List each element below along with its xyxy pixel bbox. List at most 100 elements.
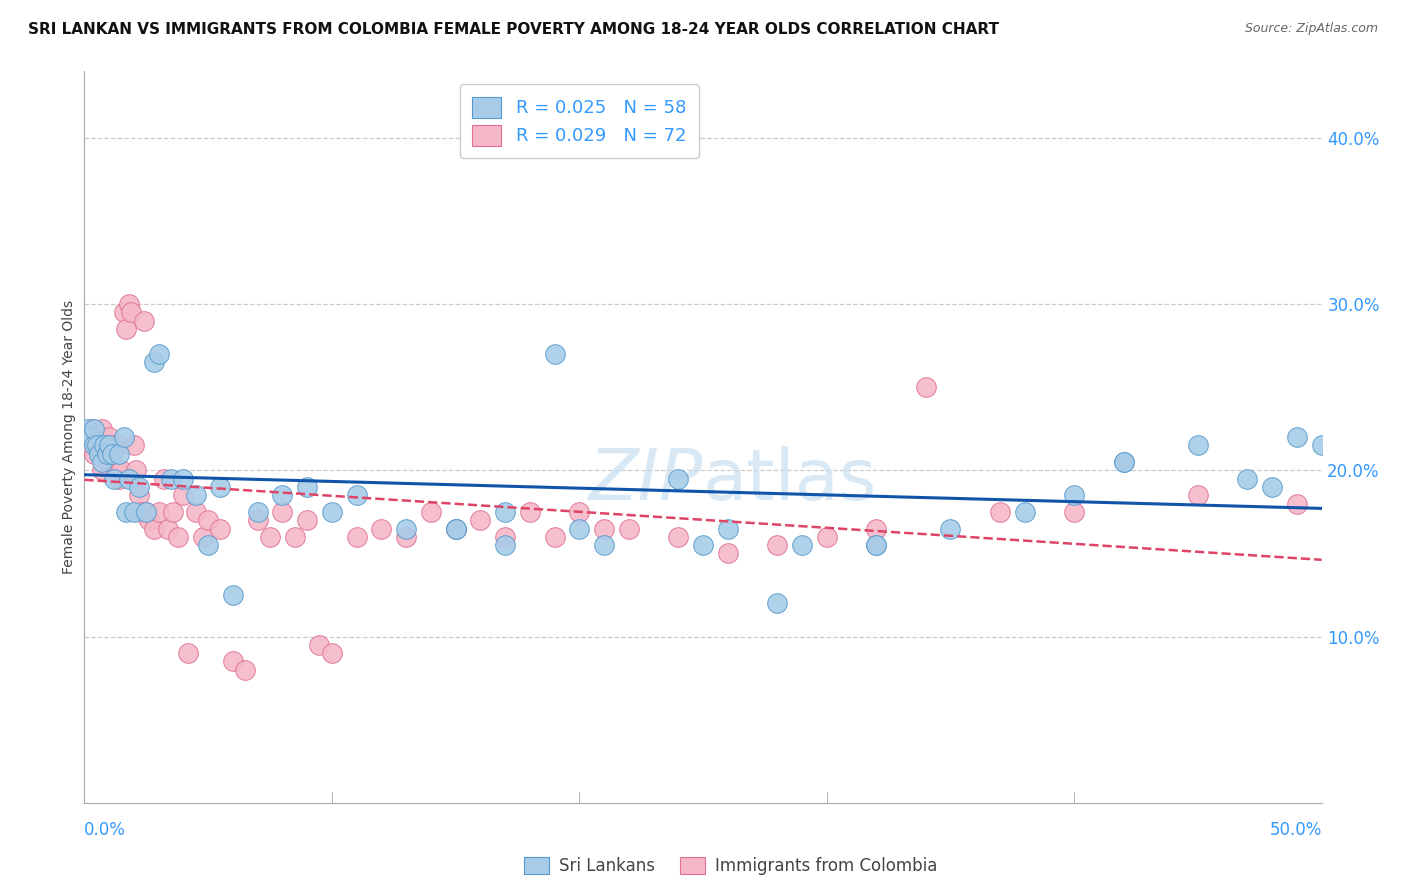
Point bbox=[222, 655, 245, 669]
Point bbox=[98, 438, 121, 452]
Point bbox=[209, 480, 232, 494]
Point bbox=[1014, 505, 1036, 519]
Point bbox=[167, 530, 190, 544]
Point bbox=[129, 505, 152, 519]
Point bbox=[184, 488, 207, 502]
Point bbox=[717, 521, 740, 535]
Point bbox=[321, 505, 343, 519]
Point bbox=[666, 472, 689, 486]
Point bbox=[197, 513, 219, 527]
Point bbox=[593, 538, 616, 552]
Point bbox=[321, 646, 343, 660]
Point bbox=[419, 505, 441, 519]
Point bbox=[125, 463, 148, 477]
Point bbox=[160, 472, 183, 486]
Point bbox=[83, 422, 105, 436]
Point bbox=[80, 422, 103, 436]
Point bbox=[568, 505, 591, 519]
Point bbox=[110, 463, 132, 477]
Point bbox=[988, 505, 1011, 519]
Point bbox=[120, 305, 142, 319]
Point bbox=[1112, 455, 1135, 469]
Point bbox=[543, 530, 565, 544]
Point bbox=[692, 538, 714, 552]
Point bbox=[86, 438, 108, 452]
Point bbox=[112, 430, 135, 444]
Point bbox=[80, 430, 103, 444]
Point bbox=[103, 438, 125, 452]
Point bbox=[617, 521, 640, 535]
Point bbox=[766, 596, 789, 610]
Point bbox=[90, 463, 112, 477]
Point bbox=[444, 521, 467, 535]
Point bbox=[122, 438, 145, 452]
Point bbox=[108, 438, 131, 452]
Point bbox=[112, 305, 135, 319]
Point bbox=[172, 488, 194, 502]
Point bbox=[184, 505, 207, 519]
Point bbox=[79, 430, 101, 444]
Point bbox=[89, 438, 111, 452]
Point bbox=[76, 422, 98, 436]
Point bbox=[939, 521, 962, 535]
Point bbox=[100, 447, 122, 461]
Point bbox=[543, 347, 565, 361]
Point bbox=[766, 538, 789, 552]
Point bbox=[395, 530, 418, 544]
Point bbox=[1285, 430, 1308, 444]
Point bbox=[90, 455, 112, 469]
Point bbox=[148, 347, 170, 361]
Point bbox=[96, 447, 118, 461]
Point bbox=[295, 480, 318, 494]
Point bbox=[259, 530, 281, 544]
Point bbox=[666, 530, 689, 544]
Point bbox=[90, 422, 112, 436]
Point bbox=[177, 646, 200, 660]
Point bbox=[246, 513, 269, 527]
Point bbox=[519, 505, 541, 519]
Point bbox=[115, 322, 138, 336]
Point bbox=[271, 505, 294, 519]
Point bbox=[115, 505, 138, 519]
Point bbox=[1187, 488, 1209, 502]
Text: ZIP: ZIP bbox=[589, 447, 703, 516]
Point bbox=[108, 447, 131, 461]
Point bbox=[717, 546, 740, 560]
Point bbox=[135, 505, 157, 519]
Point bbox=[470, 513, 492, 527]
Point bbox=[346, 530, 368, 544]
Point bbox=[89, 447, 111, 461]
Point bbox=[815, 530, 838, 544]
Text: Source: ZipAtlas.com: Source: ZipAtlas.com bbox=[1244, 22, 1378, 36]
Point bbox=[1236, 472, 1258, 486]
Point bbox=[370, 521, 392, 535]
Text: atlas: atlas bbox=[703, 447, 877, 516]
Point bbox=[76, 438, 98, 452]
Point bbox=[132, 314, 155, 328]
Point bbox=[122, 505, 145, 519]
Point bbox=[209, 521, 232, 535]
Point bbox=[346, 488, 368, 502]
Point bbox=[790, 538, 813, 552]
Point bbox=[233, 663, 256, 677]
Point bbox=[105, 463, 128, 477]
Point bbox=[93, 438, 115, 452]
Point bbox=[1112, 455, 1135, 469]
Point bbox=[93, 438, 115, 452]
Point bbox=[197, 538, 219, 552]
Point bbox=[1261, 480, 1284, 494]
Point bbox=[108, 472, 131, 486]
Point bbox=[83, 447, 105, 461]
Point bbox=[172, 472, 194, 486]
Point bbox=[494, 538, 516, 552]
Point bbox=[96, 447, 118, 461]
Point bbox=[98, 455, 121, 469]
Point bbox=[395, 521, 418, 535]
Point bbox=[865, 521, 887, 535]
Point bbox=[98, 430, 121, 444]
Point bbox=[152, 472, 174, 486]
Point bbox=[494, 530, 516, 544]
Point bbox=[865, 538, 887, 552]
Point bbox=[103, 472, 125, 486]
Point bbox=[148, 505, 170, 519]
